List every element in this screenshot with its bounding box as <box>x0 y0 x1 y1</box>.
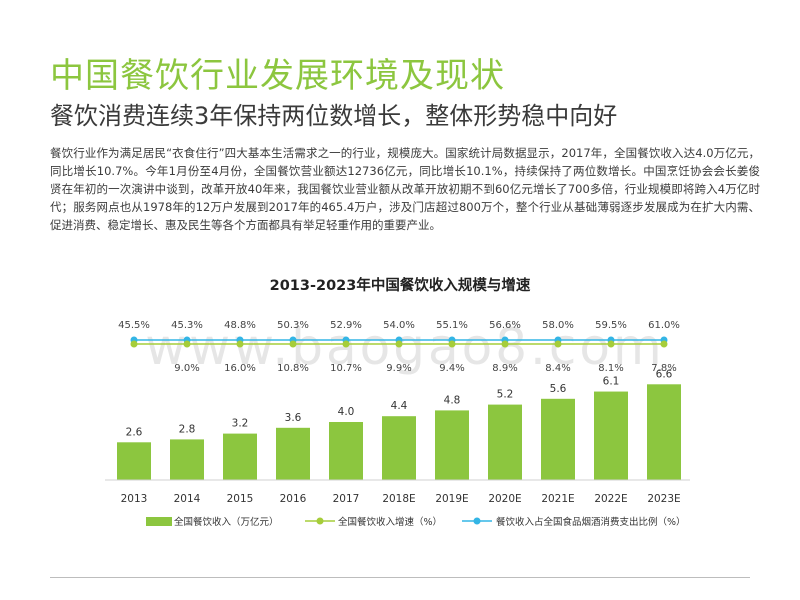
growth-point <box>607 340 615 348</box>
x-tick-label: 2013 <box>121 493 148 505</box>
bar-value-label: 2.8 <box>179 423 196 435</box>
x-tick-label: 2021E <box>541 493 574 505</box>
growth-point <box>660 340 668 348</box>
bar-series-layer: 2.6 2.8 3.2 3.6 4.0 4.4 4.8 5.2 5.6 6.1 6.6 <box>117 368 681 480</box>
body-paragraph: 餐饮行业作为满足居民“衣食住行”四大基本生活需求之一的行业，规模庞大。国家统计局… <box>50 146 760 232</box>
x-tick-label: 2015 <box>227 493 254 505</box>
x-tick-label: 2022E <box>594 493 627 505</box>
x-tick-label: 2023E <box>647 493 680 505</box>
growth-point <box>342 340 350 348</box>
share-value-label: 61.0% <box>648 320 680 331</box>
share-value-label: 54.0% <box>383 320 415 331</box>
share-value-label: 52.9% <box>330 320 362 331</box>
share-value-label: 48.8% <box>224 320 256 331</box>
share-value-label: 45.5% <box>118 320 150 331</box>
x-tick-label: 2017 <box>333 493 360 505</box>
bar-value-label: 6.6 <box>656 368 673 380</box>
growth-point <box>130 340 138 348</box>
x-tick-label: 2016 <box>280 493 307 505</box>
growth-value-label: 8.1% <box>598 363 623 374</box>
growth-point <box>554 340 562 348</box>
share-value-label: 45.3% <box>171 320 203 331</box>
bar-2022E <box>594 391 628 480</box>
x-tick-labels: 2013 2014 2015 2016 2017 2018E 2019E 2020E 2021E… <box>121 493 681 505</box>
bar-value-label: 3.2 <box>232 418 249 430</box>
bar-2017 <box>329 422 363 480</box>
share-value-label: 58.0% <box>542 320 574 331</box>
growth-value-label: 10.7% <box>330 363 362 374</box>
bar-value-label: 4.0 <box>338 406 355 418</box>
bar-2018E <box>382 416 416 480</box>
bar-2014 <box>170 439 204 480</box>
page-title: 中国餐饮行业发展环境及现状 <box>50 56 505 96</box>
legend-marker-share <box>473 517 481 525</box>
growth-point <box>236 340 244 348</box>
share-value-label: 56.6% <box>489 320 521 331</box>
growth-value-label: 7.8% <box>651 363 676 374</box>
x-tick-label: 2014 <box>174 493 201 505</box>
growth-value-label: 9.9% <box>386 363 411 374</box>
bar-2021E <box>541 398 575 480</box>
growth-value-label: 9.4% <box>439 363 464 374</box>
share-value-label: 59.5% <box>595 320 627 331</box>
legend-label-share: 餐饮收入占全国食品烟酒消费支出比例（%） <box>496 516 686 528</box>
share-value-label: 50.3% <box>277 320 309 331</box>
bar-2019E <box>435 410 469 480</box>
x-tick-label: 2020E <box>488 493 521 505</box>
growth-point <box>448 340 456 348</box>
bar-value-label: 3.6 <box>285 412 302 424</box>
growth-value-label: 8.9% <box>492 363 517 374</box>
bar-2015 <box>223 433 257 480</box>
share-value-label: 55.1% <box>436 320 468 331</box>
growth-value-label: 9.0% <box>174 363 199 374</box>
growth-point <box>395 340 403 348</box>
bar-value-label: 4.8 <box>444 394 461 406</box>
bar-2020E <box>488 404 522 480</box>
bar-value-label: 4.4 <box>391 400 408 412</box>
footer-divider <box>50 577 750 578</box>
chart-title: 2013-2023年中国餐饮收入规模与增速 <box>269 278 531 294</box>
bar-value-label: 5.2 <box>497 389 514 401</box>
growth-point <box>501 340 509 348</box>
x-tick-label: 2018E <box>382 493 415 505</box>
legend: 全国餐饮收入（万亿元） 全国餐饮收入增速（%） 餐饮收入占全国食品烟酒消费支出比例（… <box>146 516 686 528</box>
bar-2016 <box>276 427 310 480</box>
growth-point <box>183 340 191 348</box>
legend-marker-growth <box>316 517 324 525</box>
bar-value-label: 6.1 <box>603 376 620 388</box>
growth-value-label: 8.4% <box>545 363 570 374</box>
bar-value-label: 2.6 <box>126 426 143 438</box>
bar-2013 <box>117 442 151 480</box>
watermark: www.baogao8.com <box>145 318 664 376</box>
bar-2023E <box>647 384 681 480</box>
legend-label-growth: 全国餐饮收入增速（%） <box>338 516 442 528</box>
growth-value-label: 10.8% <box>277 363 309 374</box>
growth-point <box>289 340 297 348</box>
line-series-layer: 45.5% 45.3% 48.8% 50.3% 52.9% 54.0% 55.1% 56.6%… <box>118 320 680 374</box>
x-tick-label: 2019E <box>435 493 468 505</box>
growth-value-label: 16.0% <box>224 363 256 374</box>
page-subtitle: 餐饮消费连续3年保持两位数增长，整体形势稳中向好 <box>50 102 618 130</box>
legend-swatch-revenue <box>146 517 172 526</box>
legend-label-revenue: 全国餐饮收入（万亿元） <box>174 516 279 528</box>
bar-value-label: 5.6 <box>550 383 567 395</box>
